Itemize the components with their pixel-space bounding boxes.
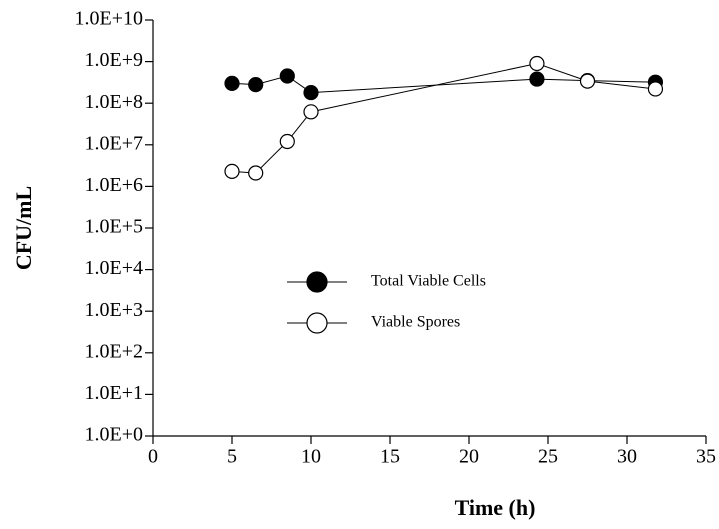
y-axis-title: CFU/mL [11, 186, 36, 270]
x-tick-label: 25 [538, 446, 558, 468]
data-point [529, 55, 545, 72]
y-tick-label: 1.0E+2 [85, 340, 144, 362]
x-tick-label: 5 [227, 446, 237, 468]
data-point [647, 81, 664, 97]
x-tick-label: 10 [301, 446, 321, 468]
y-tick-label: 1.0E+6 [85, 174, 144, 196]
x-tick-label: 30 [617, 446, 637, 468]
y-tick-label: 1.0E+7 [85, 132, 144, 154]
data-point [279, 133, 295, 150]
y-tick-label: 1.0E+5 [85, 216, 144, 238]
data-point [224, 163, 240, 179]
data-point [248, 165, 264, 181]
y-tick-label: 1.0E+4 [85, 257, 144, 279]
y-tick-label: 1.0E+10 [75, 8, 144, 30]
y-tick-label: 1.0E+1 [85, 382, 144, 404]
x-tick-label: 0 [148, 446, 158, 468]
y-tick-label: 1.0E+0 [85, 424, 144, 446]
y-tick-label: 1.0E+8 [85, 91, 144, 113]
x-axis-title: Time (h) [455, 495, 536, 520]
data-point [303, 84, 319, 101]
legend-marker [306, 312, 328, 334]
legend-marker [306, 271, 328, 293]
data-point [579, 73, 596, 89]
data-point [224, 75, 240, 91]
x-tick-label: 20 [459, 446, 479, 468]
y-tick-label: 1.0E+3 [85, 299, 144, 321]
y-tick-label: 1.0E+9 [85, 49, 144, 71]
data-point [279, 68, 295, 84]
legend-label: Viable Spores [371, 314, 460, 331]
legend-label: Total Viable Cells [371, 273, 486, 290]
x-tick-label: 15 [380, 446, 400, 468]
data-point [303, 104, 319, 120]
x-tick-label: 35 [696, 446, 716, 468]
data-point [248, 76, 264, 93]
data-point [529, 71, 545, 87]
